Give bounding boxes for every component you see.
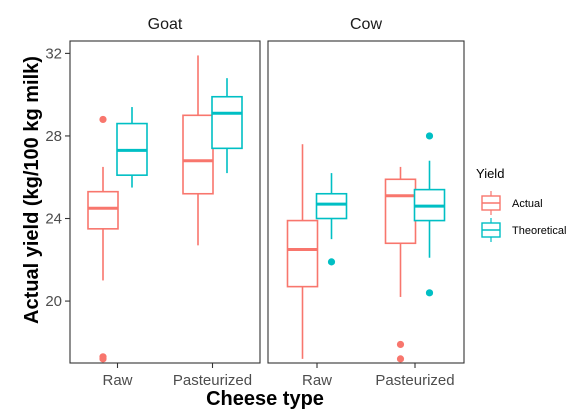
y-axis-ticks: 20 24 28 32 (45, 45, 70, 310)
y-tick-label: 28 (45, 128, 62, 145)
outlier-point (425, 132, 434, 140)
legend: Yield Actual Theoretical (476, 166, 566, 242)
outlier-point (396, 355, 405, 363)
legend-item-actual: Actual (481, 191, 543, 215)
box-theoretical-goat-raw (116, 107, 148, 188)
outlier-point (99, 115, 107, 124)
box-iqr (182, 114, 214, 195)
box-iqr (87, 190, 119, 230)
x-axis-ticks: Raw Pasteurized Raw Pasteurized (102, 363, 455, 389)
box-theoretical-goat-pasteurized (211, 78, 243, 174)
x-tick-label: Pasteurized (173, 372, 252, 389)
box-marks (87, 55, 446, 363)
y-tick-label: 32 (45, 45, 62, 62)
box-theoretical-cow-pasteurized (413, 132, 446, 297)
y-axis-title: Actual yield (kg/100 kg milk) (21, 56, 43, 324)
box-actual-cow-raw (286, 144, 319, 359)
x-tick-label: Pasteurized (375, 372, 454, 389)
outlier-point (425, 289, 434, 297)
legend-title: Yield (476, 166, 504, 181)
legend-item-theoretical: Theoretical (481, 218, 566, 242)
box-iqr (286, 219, 319, 288)
box-theoretical-cow-raw (315, 173, 348, 266)
x-tick-label: Raw (302, 372, 332, 389)
x-axis-title: Cheese type (206, 388, 324, 410)
x-tick-label: Raw (102, 372, 132, 389)
outlier-point (396, 340, 405, 349)
box-actual-goat-raw (87, 115, 119, 363)
facet-label-cow: Cow (350, 16, 382, 33)
box-actual-goat-pasteurized (182, 55, 214, 246)
outlier-point (327, 258, 336, 266)
box-iqr (315, 192, 348, 220)
legend-label: Actual (512, 198, 543, 210)
y-tick-label: 20 (45, 293, 62, 310)
legend-label: Theoretical (512, 225, 566, 237)
facet-label-goat: Goat (148, 16, 183, 33)
box-iqr (384, 178, 417, 245)
box-iqr (211, 95, 243, 150)
box-actual-cow-pasteurized (384, 166, 417, 363)
outlier-point (99, 355, 107, 363)
y-tick-label: 24 (45, 211, 62, 228)
